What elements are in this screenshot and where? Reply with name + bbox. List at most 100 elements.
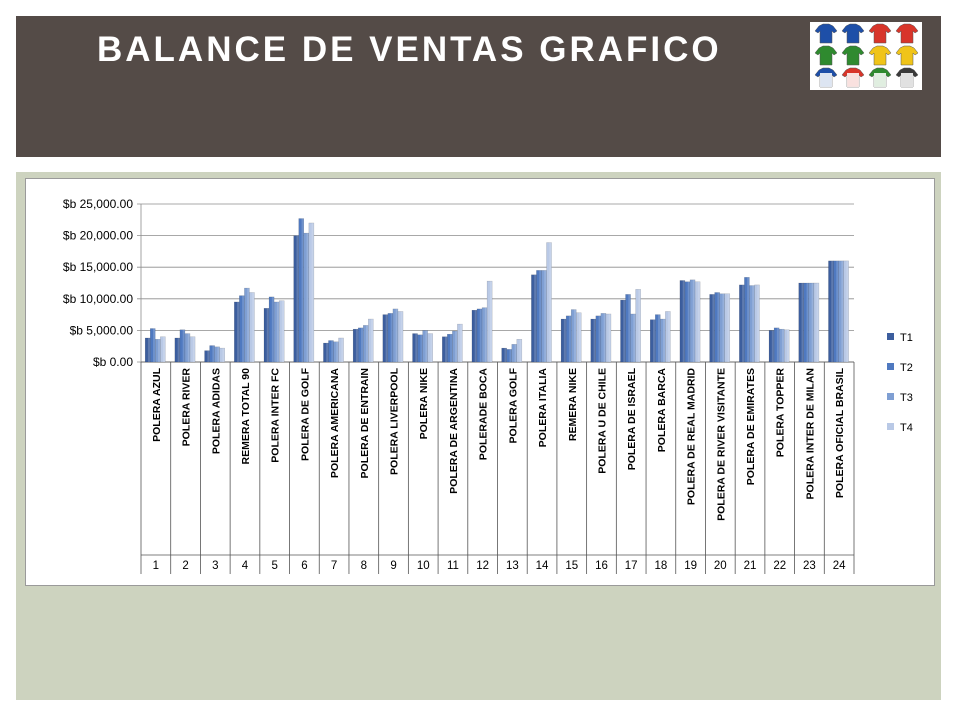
bar	[739, 284, 745, 363]
category-label: POLERADE BOCA	[478, 368, 490, 461]
bar	[828, 260, 834, 363]
bar-highlight	[539, 270, 542, 362]
bar	[531, 274, 537, 363]
bar-face	[338, 337, 344, 363]
y-tick-label: $b 0.00	[93, 355, 133, 369]
bar	[808, 282, 815, 363]
bar-highlight	[360, 327, 364, 362]
bar-highlight	[281, 300, 285, 362]
bar	[357, 327, 364, 363]
bar-face	[813, 282, 820, 363]
bar-highlight	[163, 336, 166, 362]
jersey-icon	[868, 23, 892, 44]
category-number: 2	[182, 560, 188, 572]
bar-highlight	[712, 294, 715, 362]
bar	[660, 318, 666, 363]
category-label: POLERA AZUL	[151, 367, 163, 441]
legend-label: T2	[900, 362, 913, 374]
bar	[590, 318, 597, 363]
bar-highlight	[390, 313, 393, 362]
bar-highlight	[489, 281, 493, 362]
category-number: 1	[153, 560, 159, 572]
bar	[471, 309, 478, 363]
bar-highlight	[420, 334, 423, 362]
bar	[155, 339, 161, 363]
bar-highlight	[336, 341, 339, 362]
category-number: 8	[361, 560, 367, 572]
bar-highlight	[633, 313, 636, 362]
category-label: POLERA DE GOLF	[299, 367, 311, 461]
bar	[338, 337, 344, 363]
bar	[754, 284, 760, 363]
y-tick-label: $b 25,000.00	[63, 197, 133, 211]
bar	[768, 330, 775, 363]
category-number: 4	[242, 560, 249, 572]
bar	[600, 313, 607, 363]
bar-highlight	[222, 348, 225, 362]
bar	[570, 309, 577, 363]
bar-face	[655, 314, 661, 363]
bar-highlight	[212, 345, 215, 362]
jerseys-logo-image	[814, 23, 919, 88]
bar	[298, 218, 305, 363]
bar-highlight	[207, 350, 210, 362]
jersey-body-white	[820, 73, 832, 87]
legend-label: T4	[900, 422, 913, 434]
category-number: 14	[536, 560, 549, 572]
bar-face	[843, 260, 849, 363]
bar	[278, 300, 285, 363]
bar-highlight	[638, 289, 641, 362]
category-number: 10	[417, 560, 430, 572]
bar-highlight	[147, 337, 151, 362]
jerseys-logo	[810, 22, 922, 90]
bar-highlight	[430, 333, 433, 362]
bar	[684, 281, 691, 363]
bar	[665, 311, 671, 363]
category-number: 21	[744, 560, 757, 572]
bar	[635, 289, 641, 363]
bar	[541, 270, 547, 363]
jersey-icon	[841, 45, 865, 66]
bar-face	[174, 337, 181, 363]
bar-highlight	[717, 292, 720, 362]
bar	[204, 350, 210, 363]
category-number: 13	[506, 560, 519, 572]
bar-highlight	[658, 314, 661, 362]
category-number: 22	[773, 560, 786, 572]
y-tick-label: $b 10,000.00	[63, 292, 133, 306]
bar	[417, 334, 423, 363]
bar-highlight	[628, 294, 631, 362]
category-label: POLERA INTER DE MILAN	[804, 368, 816, 499]
bar-highlight	[271, 296, 275, 362]
bar-highlight	[652, 319, 656, 362]
bar	[650, 319, 656, 363]
bar	[144, 337, 151, 363]
bar	[803, 282, 810, 363]
bar	[293, 235, 299, 363]
bar-face	[249, 292, 255, 363]
bar	[214, 346, 220, 363]
bar-face	[189, 336, 196, 363]
bar-highlight	[544, 270, 547, 362]
bar	[511, 344, 518, 363]
bar-highlight	[786, 329, 790, 362]
bar	[501, 347, 507, 363]
jersey-body-white	[847, 73, 859, 87]
bar-highlight	[276, 301, 280, 362]
bar-face	[724, 293, 731, 363]
bar	[308, 222, 315, 363]
bar-highlight	[385, 314, 388, 362]
bar	[620, 299, 626, 363]
bar-highlight	[479, 308, 483, 362]
category-label: POLERA DE EMIRATES	[745, 368, 757, 485]
bar-highlight	[727, 293, 730, 362]
bar	[565, 315, 572, 363]
bar	[184, 333, 191, 363]
bar-face	[754, 284, 760, 363]
bar-highlight	[593, 319, 596, 362]
bar	[368, 318, 374, 363]
sales-chart: $b 0.00 $b 5,000.00 $b 10,000.00 $b 15,000.…	[63, 197, 913, 574]
bar	[476, 308, 483, 363]
bar	[625, 294, 631, 363]
bar-highlight	[504, 348, 507, 362]
